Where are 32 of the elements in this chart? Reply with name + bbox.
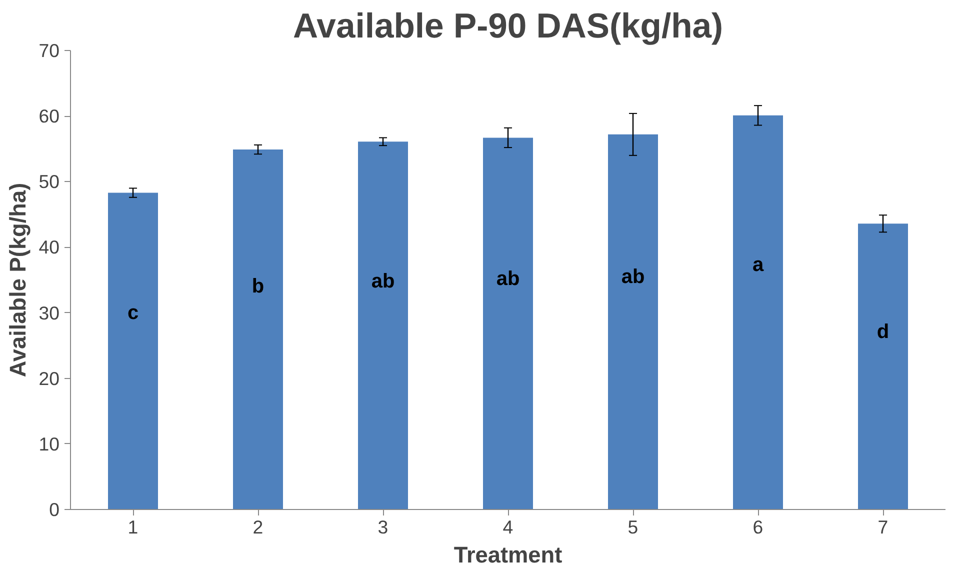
y-tick-label: 50 (38, 171, 60, 192)
annotation: ab (621, 266, 645, 288)
x-tick-label: 6 (752, 516, 764, 538)
bar (108, 192, 158, 510)
bar (608, 134, 658, 510)
x-axis-title: Treatment (454, 542, 563, 568)
bar (233, 150, 283, 510)
x-tick-label: 3 (378, 516, 388, 538)
y-tick-label: 20 (38, 368, 60, 389)
annotation: b (252, 275, 264, 298)
y-tick-label: 40 (38, 236, 60, 258)
y-tick-label: 0 (49, 499, 60, 520)
y-tick-label: 10 (38, 433, 60, 454)
y-tick-label: 60 (38, 106, 60, 127)
annotation: c (127, 302, 139, 324)
y-tick-label: 70 (38, 40, 60, 61)
y-axis-title: Available P(kg/ha) (4, 182, 31, 378)
y-tick-label: 30 (38, 302, 60, 324)
x-tick-label: 1 (128, 516, 138, 538)
annotation: ab (371, 270, 395, 292)
x-tick-label: 7 (878, 516, 888, 538)
bar (858, 224, 908, 510)
x-tick-label: 4 (502, 516, 514, 538)
chart-title: Available P-90 DAS(kg/ha) (292, 8, 724, 46)
bar (483, 138, 533, 510)
annotation: a (752, 254, 764, 276)
bar (358, 142, 408, 510)
annotation: ab (496, 268, 520, 290)
annotation: d (876, 321, 890, 344)
x-tick-label: 5 (628, 516, 638, 538)
bar (733, 115, 783, 510)
x-tick-label: 2 (252, 516, 264, 538)
